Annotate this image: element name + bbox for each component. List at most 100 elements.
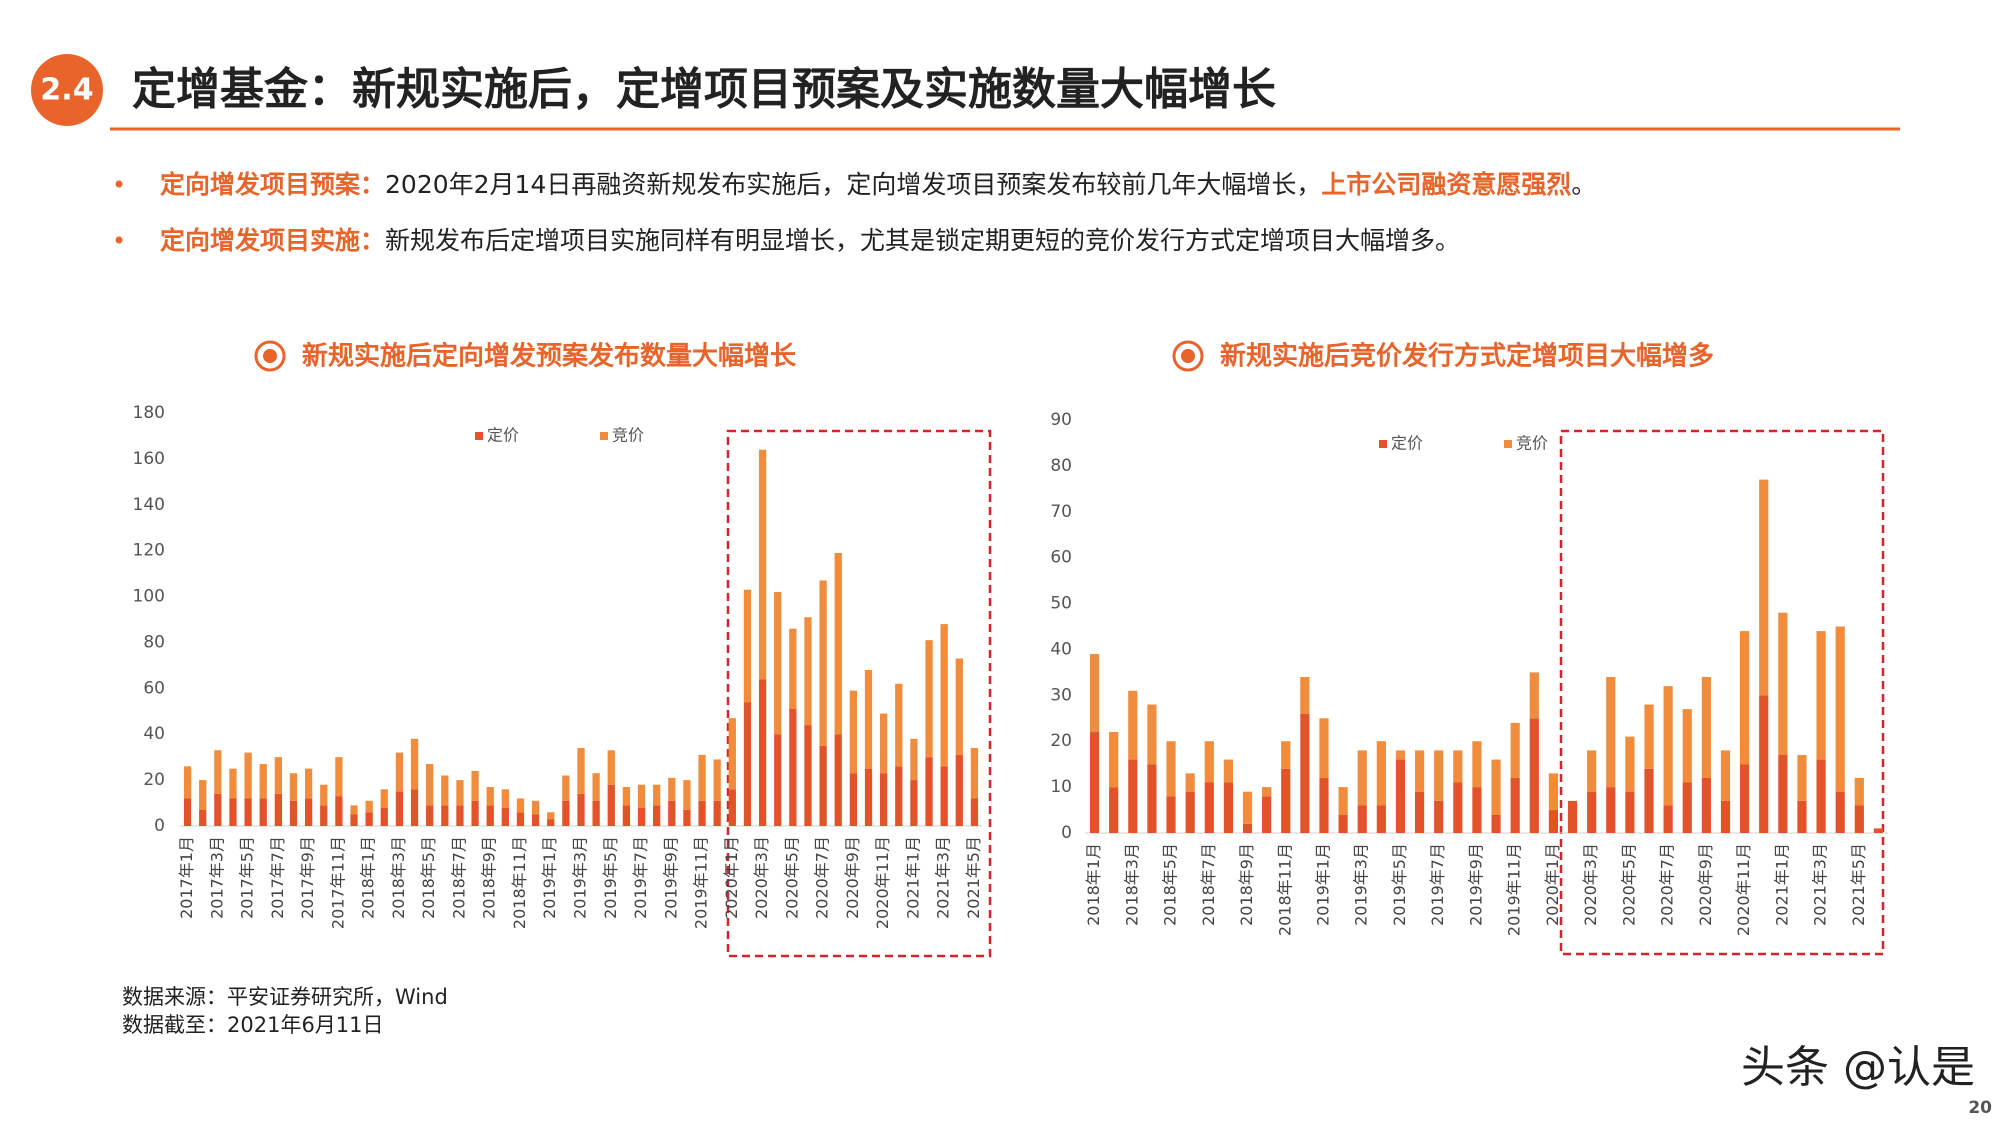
bar-segment bbox=[1395, 750, 1406, 760]
x-tick-label: 2018年3月 bbox=[389, 836, 408, 919]
bar-segment bbox=[774, 591, 782, 735]
bar-segment bbox=[410, 738, 419, 790]
bar-segment bbox=[1166, 741, 1176, 797]
bar-segment bbox=[1128, 759, 1138, 833]
bar-segment bbox=[743, 589, 752, 703]
bar-segment bbox=[1357, 805, 1367, 833]
bar-segment bbox=[653, 784, 661, 806]
bar-segment bbox=[531, 814, 540, 826]
bar-segment bbox=[1548, 810, 1559, 833]
y-tick-label: 20 bbox=[143, 770, 165, 790]
bar-segment bbox=[1548, 773, 1559, 811]
bar-segment bbox=[516, 812, 525, 826]
bullet-label: 定向增发项目预案： bbox=[160, 170, 385, 199]
bar-segment bbox=[335, 796, 343, 826]
x-tick-label: 2020年7月 bbox=[813, 836, 832, 919]
bar-segment bbox=[592, 773, 600, 801]
bar-segment bbox=[1281, 741, 1291, 769]
bar-segment bbox=[925, 640, 933, 758]
x-tick-label: 2017年7月 bbox=[268, 836, 287, 919]
legend-label: 竞价 bbox=[612, 426, 644, 445]
x-tick-label: 2017年3月 bbox=[207, 836, 226, 919]
bar-segment bbox=[471, 800, 479, 826]
y-tick-label: 160 bbox=[133, 449, 165, 469]
bullet-text: 新规发布后定增项目实施同样有明显增长，尤其是锁定期更短的竞价发行方式定增项目大幅… bbox=[385, 226, 1460, 255]
x-tick-label: 2019年7月 bbox=[1428, 843, 1447, 926]
bar-segment bbox=[214, 793, 222, 826]
bar-segment bbox=[516, 798, 525, 813]
bar-segment bbox=[289, 773, 298, 801]
bar-segment bbox=[1644, 704, 1654, 769]
bar-segment bbox=[955, 658, 963, 755]
bar-segment bbox=[1166, 796, 1176, 833]
bar-segment bbox=[1644, 768, 1654, 833]
x-tick-label: 2017年9月 bbox=[298, 836, 317, 919]
bar-segment bbox=[1567, 800, 1578, 833]
legend-swatch bbox=[475, 432, 483, 440]
bar-segment bbox=[1663, 686, 1673, 806]
bar-segment bbox=[698, 754, 706, 801]
bar-segment bbox=[1089, 732, 1100, 833]
bar-segment bbox=[607, 750, 615, 785]
x-tick-label: 2017年11月 bbox=[328, 836, 347, 929]
bar-segment bbox=[758, 449, 767, 680]
page-number: 20 bbox=[1968, 1098, 1992, 1118]
bar-segment bbox=[289, 800, 298, 826]
bar-segment bbox=[1835, 791, 1845, 833]
chart-title: 新规实施后竞价发行方式定增项目大幅增多 bbox=[1220, 341, 1714, 372]
bar-segment bbox=[229, 798, 237, 826]
bar-segment bbox=[1185, 791, 1195, 833]
bar-segment bbox=[395, 791, 404, 826]
bar-segment bbox=[1701, 676, 1711, 778]
x-tick-label: 2021年1月 bbox=[903, 836, 922, 919]
bar-segment bbox=[1606, 787, 1616, 833]
bar-segment bbox=[1242, 823, 1253, 833]
bar-segment bbox=[804, 725, 812, 826]
x-tick-label: 2018年7月 bbox=[449, 836, 468, 919]
y-tick-label: 180 bbox=[133, 403, 165, 423]
y-tick-label: 120 bbox=[133, 541, 165, 561]
bar-segment bbox=[1204, 782, 1214, 833]
x-tick-label: 2018年11月 bbox=[510, 836, 529, 929]
bar-segment bbox=[1242, 791, 1253, 824]
bar-segment bbox=[1491, 759, 1501, 815]
bar-segment bbox=[1147, 764, 1157, 833]
bar-segment bbox=[304, 768, 313, 799]
x-tick-label: 2020年7月 bbox=[1658, 843, 1677, 926]
bar-segment bbox=[1147, 704, 1157, 765]
bar-segment bbox=[1720, 800, 1731, 833]
bar-segment bbox=[320, 784, 328, 806]
x-tick-label: 2019年3月 bbox=[1352, 843, 1371, 926]
y-tick-label: 90 bbox=[1050, 410, 1072, 430]
bar-segment bbox=[183, 798, 192, 826]
bar-segment bbox=[1778, 612, 1788, 755]
y-tick-label: 80 bbox=[143, 632, 165, 652]
x-tick-label: 2020年1月 bbox=[722, 836, 741, 919]
bar-segment bbox=[199, 809, 207, 826]
x-tick-label: 2019年9月 bbox=[1466, 843, 1485, 926]
x-tick-label: 2017年5月 bbox=[238, 836, 257, 919]
bar-segment bbox=[1434, 800, 1444, 833]
bar-segment bbox=[501, 807, 509, 826]
bar-segment bbox=[1262, 787, 1272, 797]
bar-segment bbox=[637, 784, 646, 808]
bullet: 定向增发项目预案：2020年2月14日再融资新规发布实施后，定向增发项目预案发布… bbox=[160, 170, 1596, 199]
bar-segment bbox=[547, 812, 555, 820]
x-tick-label: 2019年3月 bbox=[571, 836, 590, 919]
bar-segment bbox=[274, 757, 282, 794]
watermark: 头条 @认是 bbox=[1741, 1042, 1975, 1093]
x-tick-label: 2021年3月 bbox=[1811, 843, 1830, 926]
bar-segment bbox=[501, 789, 509, 808]
bar-segment bbox=[1740, 764, 1750, 833]
y-tick-label: 60 bbox=[143, 678, 165, 698]
bar-segment bbox=[577, 793, 585, 826]
bar-segment bbox=[910, 738, 918, 781]
bar-segment bbox=[1223, 782, 1233, 833]
section-badge bbox=[31, 54, 103, 126]
legend-label: 竞价 bbox=[1516, 434, 1548, 453]
x-tick-label: 2019年5月 bbox=[601, 836, 620, 919]
x-tick-label: 2020年9月 bbox=[1696, 843, 1715, 926]
bar-segment bbox=[426, 805, 434, 826]
bar-segment bbox=[1262, 796, 1272, 833]
